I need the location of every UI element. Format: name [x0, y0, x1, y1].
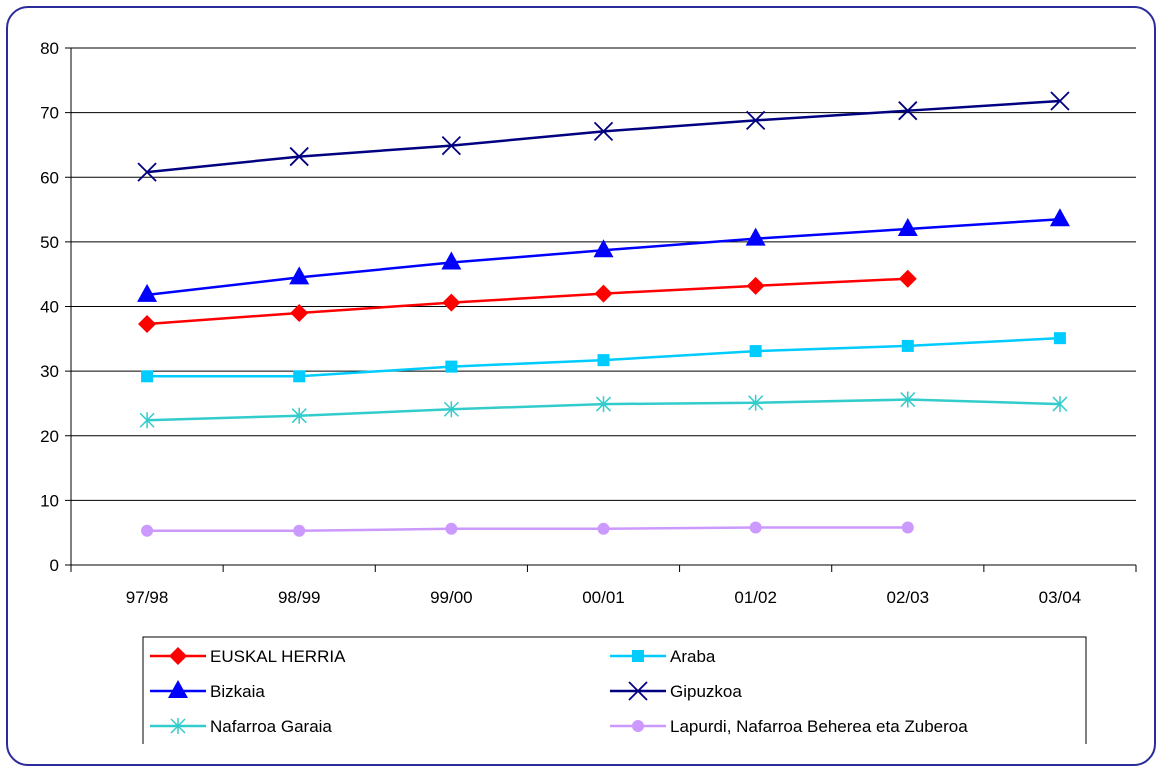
- series-group: [137, 91, 1070, 182]
- data-point-triangle: [441, 251, 462, 270]
- x-tick-label: 97/98: [126, 588, 169, 607]
- legend: EUSKAL HERRIA Araba Bizkaia Gipuzkoa Nafarro…: [142, 636, 1087, 744]
- data-point-diamond: [594, 284, 613, 303]
- data-point-asterisk: [139, 412, 155, 429]
- series-group: [141, 521, 914, 537]
- legend-label: Lapurdi, Nafarroa Beherea eta Zuberoa: [670, 717, 968, 736]
- data-point-square: [445, 360, 458, 373]
- legend-item: Lapurdi, Nafarroa Beherea eta Zuberoa: [610, 717, 968, 736]
- data-point-circle: [445, 522, 458, 535]
- legend-item: Gipuzkoa: [610, 681, 742, 701]
- data-point-square: [749, 345, 762, 358]
- data-point-triangle: [897, 217, 918, 236]
- data-point-square: [1053, 332, 1066, 345]
- data-point-square: [901, 339, 914, 352]
- data-point-asterisk: [900, 391, 916, 408]
- data-point-circle: [597, 522, 610, 535]
- data-point-asterisk: [443, 401, 459, 418]
- data-point-x: [289, 146, 309, 167]
- data-point-asterisk: [291, 407, 307, 424]
- data-point-asterisk: [748, 394, 764, 411]
- data-point-x: [628, 681, 648, 701]
- data-point-diamond: [138, 314, 157, 333]
- legend-item: EUSKAL HERRIA: [150, 647, 346, 666]
- data-point-x: [441, 135, 461, 156]
- data-point-square: [632, 650, 644, 662]
- y-tick-label: 60: [40, 168, 59, 187]
- series-line: [146, 99, 1061, 174]
- x-tick-label: 00/01: [582, 588, 625, 607]
- series-group: [139, 391, 1068, 429]
- data-point-x: [137, 162, 157, 182]
- y-tick-label: 70: [40, 104, 59, 123]
- y-tick-label: 0: [50, 556, 59, 575]
- legend-label: Bizkaia: [210, 682, 265, 701]
- data-point-asterisk: [170, 718, 186, 734]
- legend-label: EUSKAL HERRIA: [210, 647, 346, 666]
- x-tick-label: 02/03: [887, 588, 930, 607]
- legend-item: Nafarroa Garaia: [150, 717, 332, 736]
- x-tick-label: 03/04: [1039, 588, 1082, 607]
- data-point-x: [593, 121, 614, 142]
- data-point-x: [898, 101, 918, 121]
- series-group: [137, 208, 1070, 302]
- data-point-circle: [141, 524, 154, 537]
- data-point-asterisk: [595, 396, 612, 413]
- data-point-diamond: [442, 293, 461, 312]
- legend-item: Araba: [610, 647, 716, 666]
- legend-item: Bizkaia: [150, 680, 265, 701]
- x-tick-label: 98/99: [278, 588, 321, 607]
- legend-label: Gipuzkoa: [670, 682, 742, 701]
- data-point-x: [1050, 91, 1070, 111]
- data-point-triangle: [745, 227, 766, 246]
- series-line: [146, 277, 908, 326]
- data-point-square: [597, 354, 610, 367]
- data-point-triangle: [137, 283, 158, 302]
- data-point-diamond: [898, 269, 917, 288]
- y-tick-label: 30: [40, 362, 59, 381]
- data-point-circle: [901, 521, 914, 534]
- data-point-triangle: [289, 266, 310, 285]
- data-point-diamond: [169, 647, 187, 665]
- data-point-circle: [749, 521, 762, 534]
- y-tick-label: 50: [40, 233, 59, 252]
- data-point-triangle: [1049, 208, 1070, 227]
- axes: 0 10 20 30 40 50 60 70 80 97/98 98/99 99/00 00/01 01/…: [40, 39, 1137, 607]
- data-point-square: [141, 370, 154, 383]
- gridlines: [71, 47, 1136, 501]
- y-tick-label: 80: [40, 39, 59, 58]
- data-point-diamond: [746, 276, 765, 295]
- data-point-square: [293, 370, 306, 383]
- data-point-circle: [293, 524, 306, 537]
- series-line: [147, 526, 908, 532]
- series-layer: [137, 91, 1070, 537]
- series-group: [141, 332, 1066, 383]
- data-point-triangle: [593, 239, 614, 258]
- series-group: [138, 269, 917, 333]
- legend-label: Araba: [670, 647, 716, 666]
- data-point-asterisk: [1052, 396, 1068, 413]
- x-tick-label: 01/02: [734, 588, 777, 607]
- y-tick-label: 10: [40, 491, 59, 510]
- legend-label: Nafarroa Garaia: [210, 717, 332, 736]
- data-point-x: [746, 110, 766, 131]
- y-tick-label: 40: [40, 298, 59, 317]
- y-tick-label: 20: [40, 427, 59, 446]
- line-chart: 0 10 20 30 40 50 60 70 80 97/98 98/99 99/00 00/01 01/…: [40, 39, 1137, 744]
- data-point-circle: [632, 720, 644, 732]
- data-point-triangle: [168, 680, 188, 698]
- data-point-diamond: [290, 303, 309, 322]
- x-tick-label: 99/00: [430, 588, 473, 607]
